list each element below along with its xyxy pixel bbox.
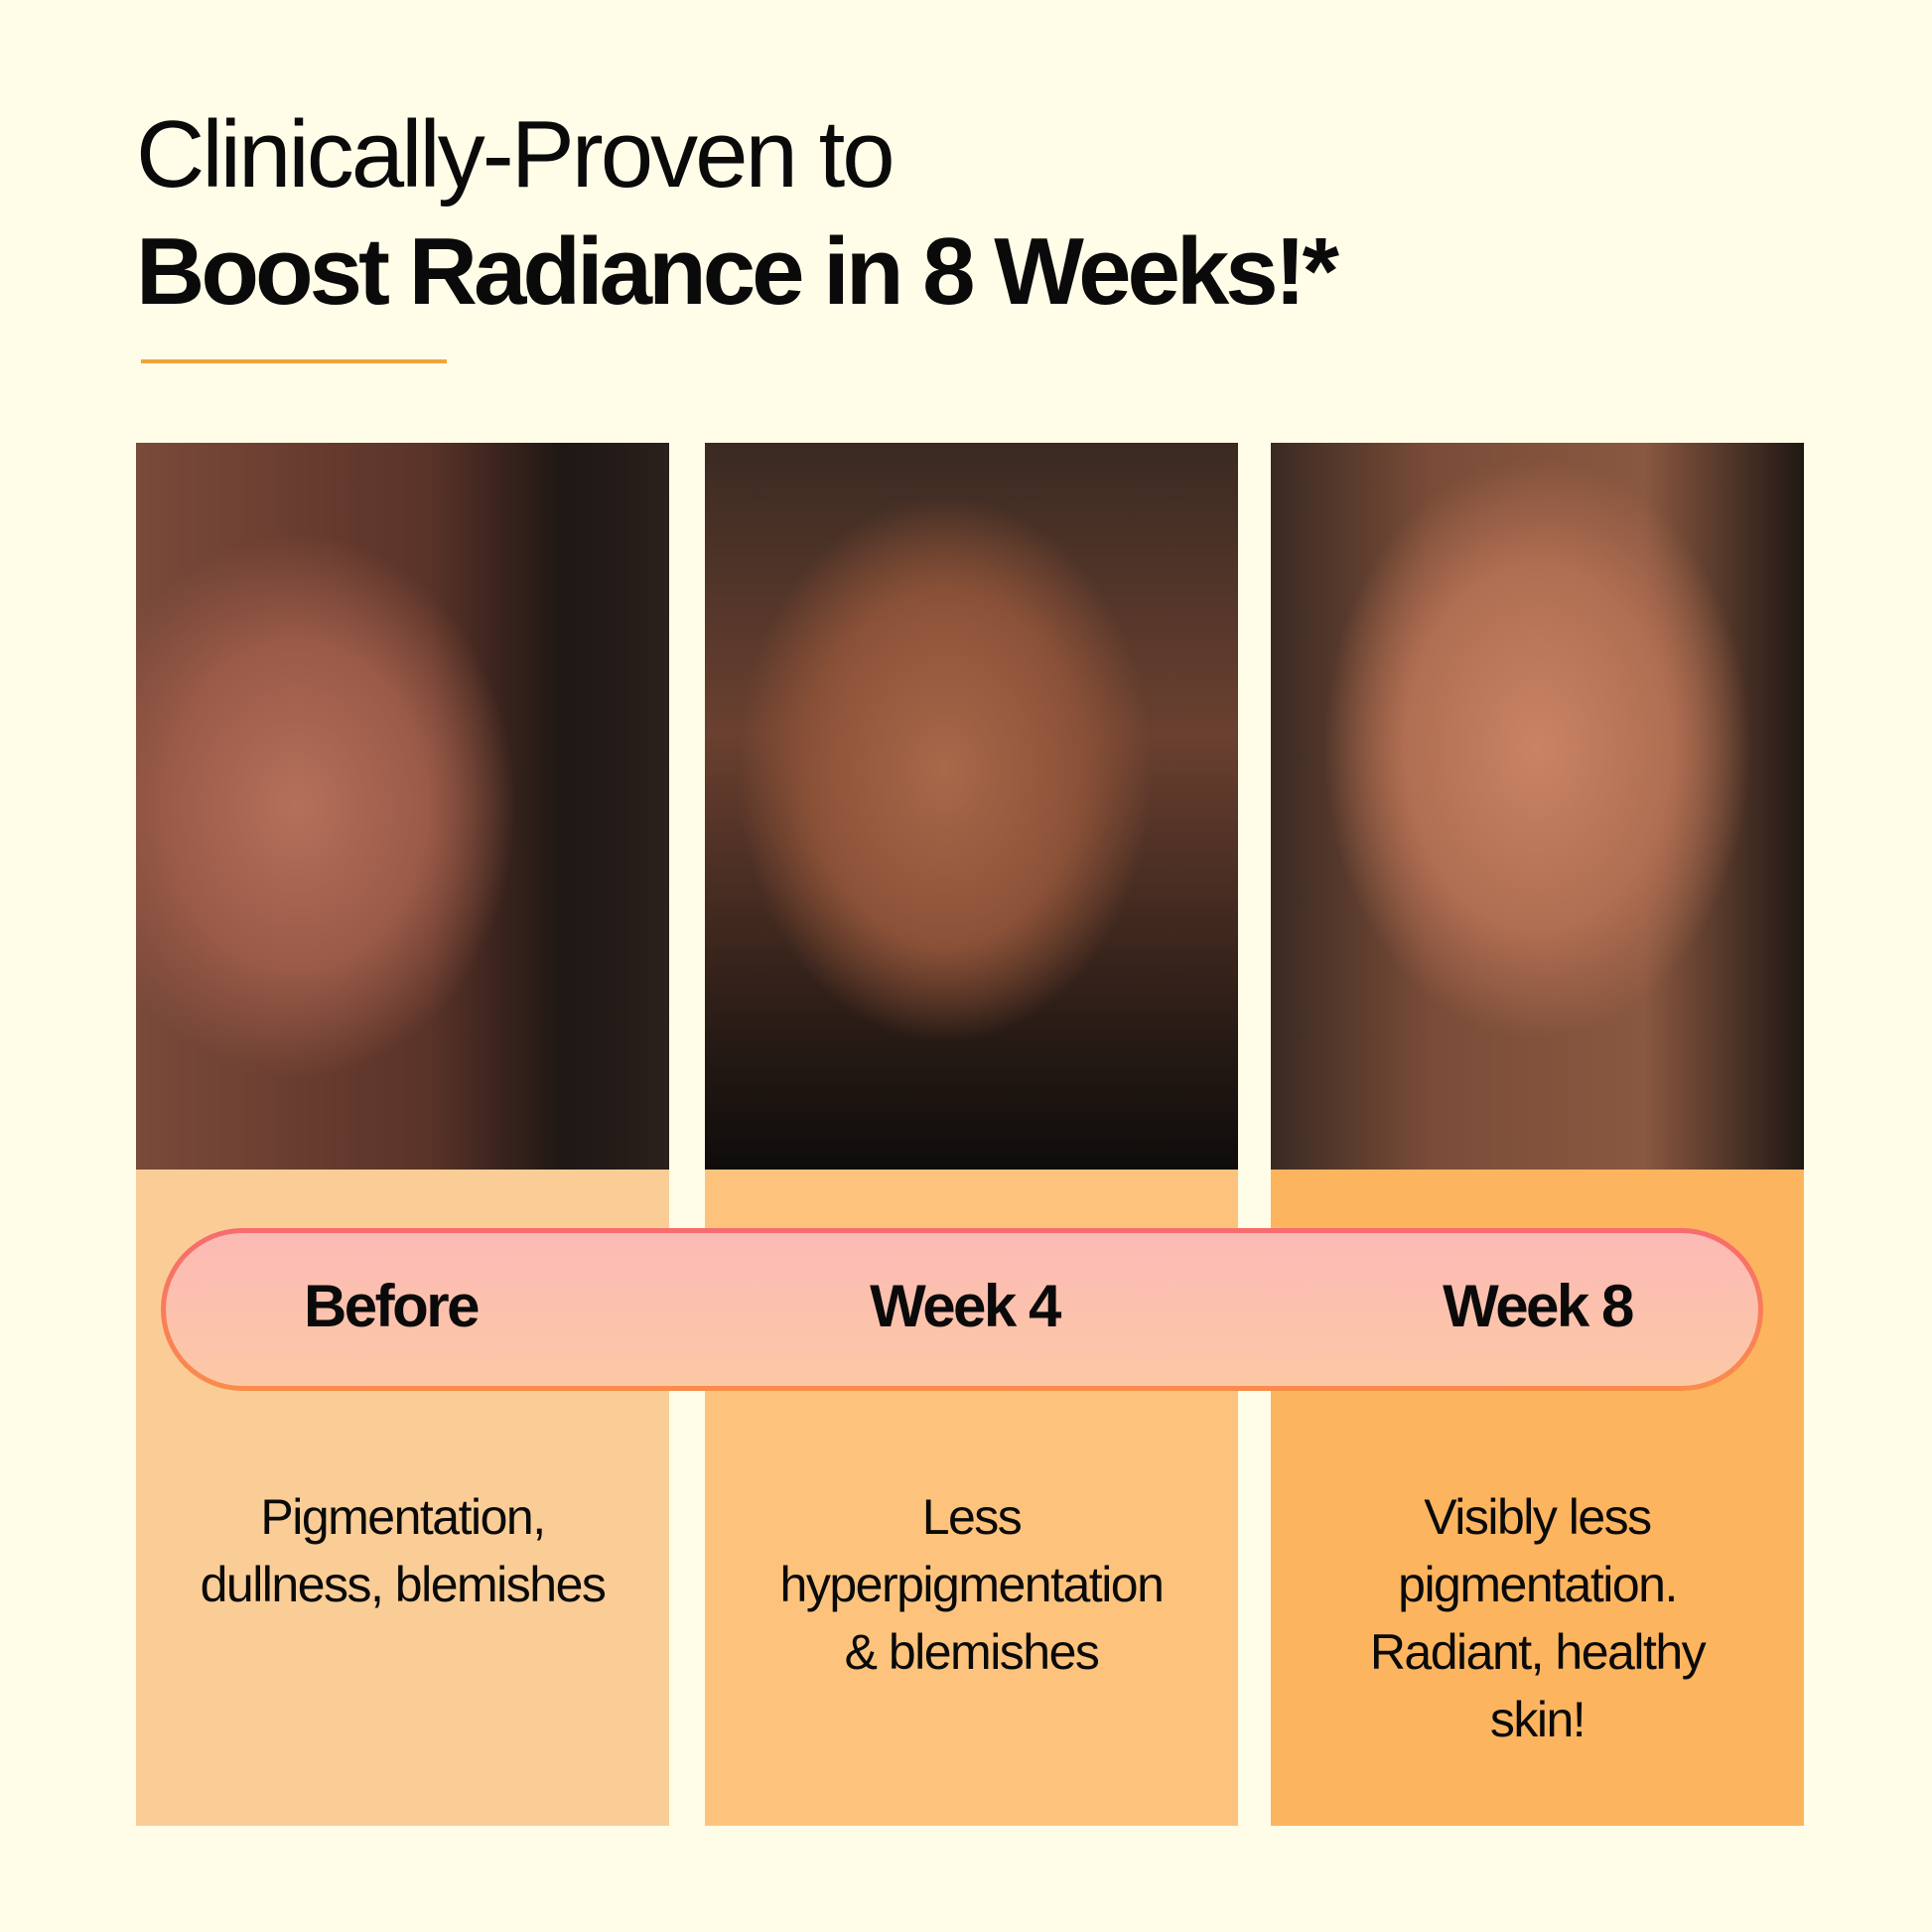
- stage-description: Less hyperpigmentation & blemishes: [705, 1483, 1238, 1686]
- desc-line: skin!: [1489, 1692, 1587, 1747]
- desc-line: hyperpigmentation: [779, 1557, 1165, 1612]
- desc-line: pigmentation.: [1398, 1557, 1678, 1612]
- desc-line: Visibly less: [1424, 1489, 1652, 1545]
- stage-description: Pigmentation, dullness, blemishes: [136, 1483, 669, 1618]
- face-week4-photo: [705, 443, 1238, 1170]
- stage-before: Pigmentation, dullness, blemishes: [136, 443, 669, 1826]
- desc-line: Less: [921, 1489, 1023, 1545]
- stage-week4: Less hyperpigmentation & blemishes: [705, 443, 1238, 1826]
- face-before-photo: [136, 443, 669, 1170]
- desc-line: Pigmentation,: [260, 1489, 546, 1545]
- headline-line1: Clinically-Proven to: [136, 101, 896, 207]
- label-before: Before: [303, 1273, 481, 1339]
- desc-line: & blemishes: [844, 1624, 1100, 1680]
- desc-line: dullness, blemishes: [200, 1557, 607, 1612]
- headline-line2: Boost Radiance in 8 Weeks!*: [136, 218, 1339, 325]
- face-week8-photo: [1271, 443, 1804, 1170]
- accent-divider: [141, 359, 447, 363]
- stage-week8: Visibly less pigmentation. Radiant, heal…: [1271, 443, 1804, 1826]
- label-week8: Week 8: [1443, 1273, 1634, 1339]
- timeline-pill: [161, 1228, 1763, 1391]
- label-week4: Week 4: [870, 1273, 1061, 1339]
- stage-description: Visibly less pigmentation. Radiant, heal…: [1271, 1483, 1804, 1753]
- desc-line: Radiant, healthy: [1369, 1624, 1707, 1680]
